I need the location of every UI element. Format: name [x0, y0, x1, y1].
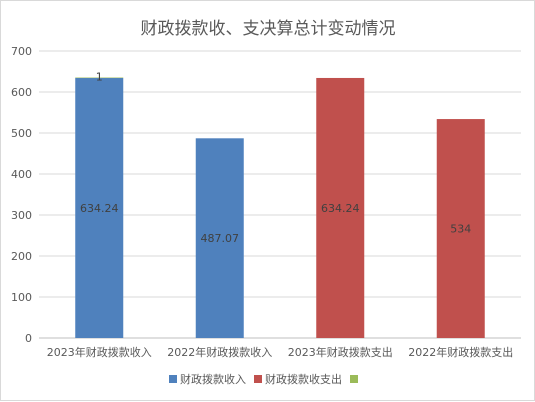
bars [75, 77, 485, 338]
chart-title: 财政拨款收、支决算总计变动情况 [141, 19, 396, 39]
y-tick-label: 500 [11, 127, 32, 140]
x-tick-label: 2022年财政拨款收入 [167, 345, 272, 359]
bar [75, 77, 124, 79]
y-axis-ticks: 0 100 200 300 400 500 600 700 [11, 45, 32, 345]
data-label: 634.24 [80, 202, 119, 215]
y-tick-label: 300 [11, 209, 32, 222]
data-label: 534 [450, 223, 471, 236]
bar [436, 119, 485, 338]
y-tick-label: 700 [11, 45, 32, 58]
legend-swatch [350, 375, 358, 383]
bar [195, 138, 244, 338]
x-tick-label: 2022年财政拨款支出 [408, 345, 513, 359]
data-label: 634.24 [321, 202, 360, 215]
y-tick-label: 200 [11, 250, 32, 263]
bar [75, 77, 124, 338]
x-tick-label: 2023年财政拨款支出 [288, 345, 393, 359]
legend-swatch [254, 375, 262, 383]
x-tick-label: 2023年财政拨款收入 [47, 345, 152, 359]
data-label: 1 [96, 71, 103, 84]
legend-label: 财政拨款收入 [180, 372, 246, 386]
y-tick-label: 100 [11, 291, 32, 304]
bar [316, 77, 365, 338]
x-axis: 2023年财政拨款收入 2022年财政拨款收入 2023年财政拨款支出 2022年财政… [47, 345, 514, 359]
legend-swatch [169, 375, 177, 383]
y-tick-label: 0 [25, 332, 32, 345]
data-labels: 634.24 1 487.07 634.24 534 [80, 71, 471, 246]
legend-label: 财政拨款收支出 [265, 372, 342, 386]
data-label: 487.07 [201, 232, 240, 245]
y-tick-label: 600 [11, 86, 32, 99]
legend: 财政拨款收入 财政拨款收支出 [169, 372, 358, 386]
y-tick-label: 400 [11, 168, 32, 181]
